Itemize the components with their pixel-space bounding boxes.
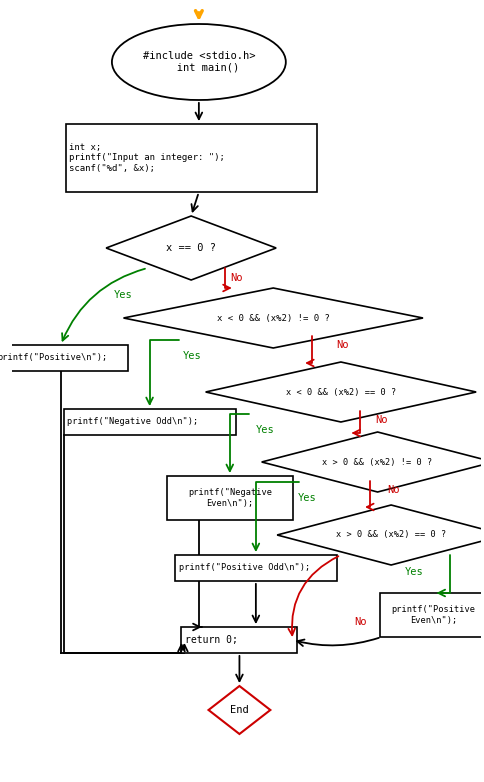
Text: No: No (353, 617, 366, 627)
Bar (380, 593, 484, 637)
Text: Yes: Yes (256, 425, 274, 435)
Polygon shape (205, 362, 475, 422)
Text: x > 0 && (x%2) == 0 ?: x > 0 && (x%2) == 0 ? (335, 530, 445, 540)
Bar (166, 476, 292, 520)
Polygon shape (208, 686, 270, 734)
Text: printf("Negative
Even\n");: printf("Negative Even\n"); (187, 488, 271, 508)
Polygon shape (276, 505, 484, 565)
Bar (65, 124, 316, 192)
Text: printf("Positive Odd\n");: printf("Positive Odd\n"); (178, 564, 309, 572)
Bar (63, 409, 235, 435)
Text: Yes: Yes (114, 290, 133, 300)
Text: No: No (336, 340, 348, 350)
Bar (0, 345, 128, 371)
Text: No: No (375, 415, 387, 425)
Polygon shape (106, 216, 275, 280)
Polygon shape (123, 288, 422, 348)
Ellipse shape (112, 24, 285, 100)
Text: x < 0 && (x%2) != 0 ?: x < 0 && (x%2) != 0 ? (216, 314, 329, 322)
Text: x < 0 && (x%2) == 0 ?: x < 0 && (x%2) == 0 ? (285, 388, 395, 396)
Polygon shape (261, 432, 484, 492)
Bar (174, 555, 336, 581)
Text: #include <stdio.h>
   int main(): #include <stdio.h> int main() (142, 51, 255, 73)
Text: x > 0 && (x%2) != 0 ?: x > 0 && (x%2) != 0 ? (322, 457, 432, 467)
Text: printf("Positive
Even\n");: printf("Positive Even\n"); (391, 605, 475, 625)
Text: x == 0 ?: x == 0 ? (166, 243, 216, 253)
Text: No: No (230, 273, 242, 283)
Text: Yes: Yes (182, 351, 201, 361)
Text: Yes: Yes (404, 567, 423, 577)
Bar (181, 627, 297, 653)
Text: printf("Positive\n");: printf("Positive\n"); (0, 353, 107, 363)
Text: End: End (229, 705, 248, 715)
Text: Yes: Yes (297, 493, 316, 503)
Text: No: No (386, 485, 398, 495)
Text: int x;
printf("Input an integer: ");
scanf("%d", &x);: int x; printf("Input an integer: "); sca… (69, 143, 225, 173)
Text: return 0;: return 0; (185, 635, 238, 645)
Text: printf("Negative Odd\n");: printf("Negative Odd\n"); (67, 418, 198, 426)
